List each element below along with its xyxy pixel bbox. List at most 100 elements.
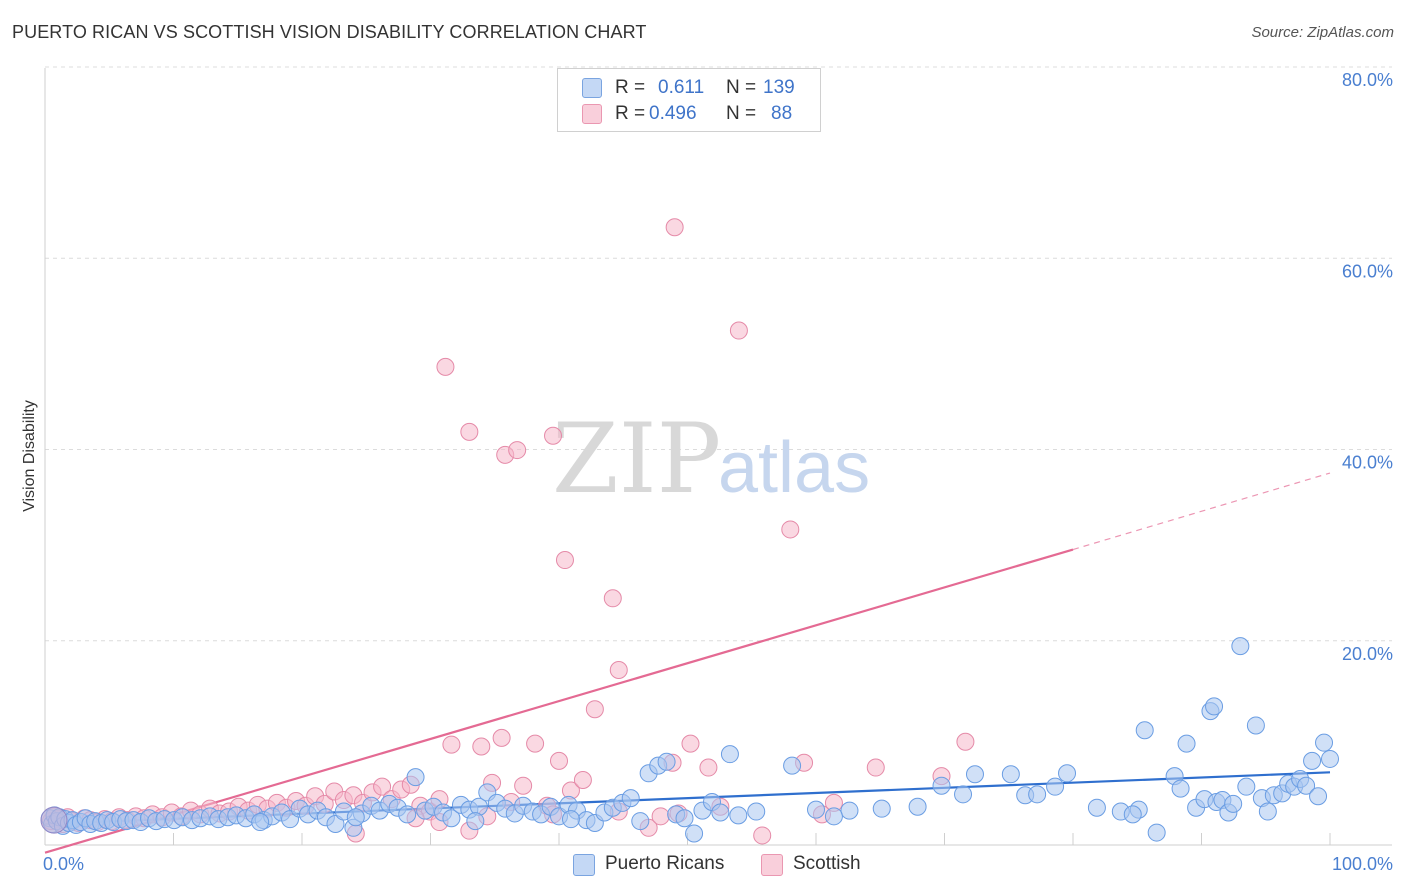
data-point-scottish <box>514 776 533 795</box>
data-point-scottish-high <box>781 520 800 539</box>
data-point-scottish <box>526 734 545 753</box>
data-point-puerto-ricans <box>326 814 345 833</box>
chart-source: Source: ZipAtlas.com <box>1251 24 1394 41</box>
data-point-puerto-ricans <box>1258 802 1277 821</box>
data-point-puerto-ricans <box>908 797 927 816</box>
watermark-zip: ZIP <box>552 403 721 515</box>
legend-n-label: N = <box>726 103 757 124</box>
data-point-puerto-ricans <box>747 802 766 821</box>
data-point-puerto-ricans <box>711 803 730 822</box>
data-point-scottish <box>573 770 592 789</box>
legend-swatch-scottish <box>582 104 602 124</box>
data-point-puerto-ricans <box>954 785 973 804</box>
data-point-puerto-ricans <box>442 809 461 828</box>
data-point-scottish <box>866 758 885 777</box>
data-point-puerto-ricans <box>965 765 984 784</box>
legend-r-value: 0.496 <box>649 103 697 124</box>
data-point-puerto-ricans <box>729 806 748 825</box>
y-axis-label: Vision Disability <box>21 400 38 512</box>
data-point-puerto-ricans <box>685 824 704 843</box>
data-point-puerto-ricans <box>251 813 270 832</box>
data-point-puerto-ricans <box>466 812 485 831</box>
data-point-puerto-ricans <box>783 756 802 775</box>
data-point-puerto-ricans <box>1237 777 1256 796</box>
y-tick-label: 20.0% <box>1342 644 1393 664</box>
bottom-legend-label: Puerto Ricans <box>605 853 725 874</box>
data-point-puerto-ricans <box>1028 785 1047 804</box>
y-tick-label: 80.0% <box>1342 70 1393 90</box>
data-point-puerto-ricans <box>824 807 843 826</box>
data-point-scottish <box>442 735 461 754</box>
data-point-puerto-ricans <box>1297 776 1316 795</box>
y-tick-label: 60.0% <box>1342 261 1393 281</box>
bottom-legend-label: Scottish <box>793 853 861 874</box>
legend-r-value: 0.611 <box>658 77 705 98</box>
data-point-scottish-high <box>665 218 684 237</box>
data-point-puerto-ricans <box>872 799 891 818</box>
data-point-puerto-ricans <box>621 789 640 808</box>
data-point-puerto-ricans <box>1123 805 1142 824</box>
data-point-scottish <box>603 589 622 608</box>
x-tick-label: 100.0% <box>1332 854 1393 874</box>
data-point-puerto-ricans <box>1246 716 1265 735</box>
axes <box>44 68 1392 846</box>
bottom-legend-swatch-scottish <box>761 854 783 876</box>
legend-swatch-puerto-ricans <box>582 78 602 98</box>
data-point-puerto-ricans <box>631 812 650 831</box>
legend-box: R = 0.611 N = 139 R = 0.496 N = 88 <box>557 68 821 132</box>
chart-title: PUERTO RICAN VS SCOTTISH VISION DISABILI… <box>12 22 647 42</box>
data-point-puerto-ricans <box>561 810 580 829</box>
data-point-puerto-ricans <box>1303 751 1322 770</box>
data-point-puerto-ricans <box>1309 787 1328 806</box>
data-point-scottish <box>472 737 491 756</box>
legend-n-value: 88 <box>771 103 793 124</box>
data-point-puerto-ricans <box>398 805 417 824</box>
data-point-scottish <box>373 777 392 796</box>
data-point-puerto-ricans <box>1046 777 1065 796</box>
data-point-scottish <box>492 728 511 747</box>
data-point-puerto-ricans <box>1205 697 1224 716</box>
data-point-scottish <box>699 758 718 777</box>
watermark-atlas: atlas <box>718 428 870 508</box>
data-point-puerto-ricans <box>1171 779 1190 798</box>
data-point-scottish <box>555 551 574 570</box>
data-point-scottish <box>460 422 479 441</box>
data-point-scottish <box>956 732 975 751</box>
data-point-puerto-ricans <box>1177 734 1196 753</box>
legend-r-label: R = <box>615 103 646 124</box>
trend-line-scottish <box>44 548 1074 854</box>
data-point-puerto-ricans <box>1224 794 1243 813</box>
data-point-puerto-ricans <box>720 745 739 764</box>
data-point-puerto-ricans <box>840 801 859 820</box>
data-point-puerto-ricans <box>1001 765 1020 784</box>
data-point-puerto-ricans <box>1135 721 1154 740</box>
data-point-scottish <box>609 661 628 680</box>
legend-n-label: N = <box>726 77 757 98</box>
data-point-puerto-ricans <box>1087 798 1106 817</box>
tick-labels: 20.0% 40.0% 60.0% 80.0% 0.0% 100.0% <box>43 70 1393 874</box>
data-point-cluster <box>40 806 68 834</box>
data-point-puerto-ricans <box>346 808 365 827</box>
data-point-puerto-ricans <box>1315 733 1334 752</box>
data-point-puerto-ricans <box>406 768 425 787</box>
watermark: ZIP atlas <box>552 403 870 515</box>
trend-line-scottish-extension <box>1072 472 1331 551</box>
x-tick-label: 0.0% <box>43 854 84 874</box>
legend-n-value: 139 <box>763 77 795 98</box>
data-point-scottish <box>753 826 772 845</box>
data-point-scottish <box>550 751 568 770</box>
grid-lines <box>45 66 1392 845</box>
data-points <box>40 218 1339 845</box>
y-tick-label: 40.0% <box>1342 453 1393 473</box>
data-point-puerto-ricans <box>675 809 694 828</box>
data-point-scottish <box>585 700 604 719</box>
trend-lines <box>44 472 1331 854</box>
legend-r-label: R = <box>615 77 646 98</box>
data-point-puerto-ricans <box>932 776 951 795</box>
data-point-puerto-ricans <box>807 800 825 819</box>
data-point-scottish <box>544 426 563 445</box>
data-point-puerto-ricans <box>1321 749 1339 768</box>
data-point-puerto-ricans <box>1231 637 1250 656</box>
data-point-scottish-high <box>729 321 748 340</box>
